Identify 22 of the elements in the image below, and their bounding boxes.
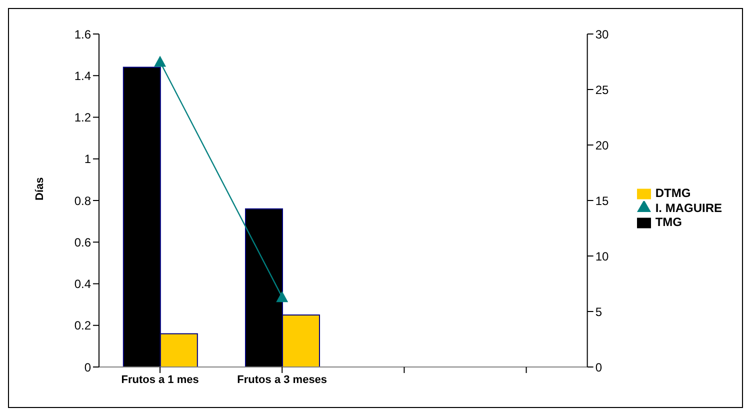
y2-tick-label: 10 — [595, 249, 609, 264]
y-tick-label: 1 — [84, 152, 92, 166]
y-tick-label: 1.4 — [74, 68, 92, 83]
y2-tick-label: 0 — [595, 360, 602, 374]
y2-tick-label: 30 — [595, 27, 609, 42]
y-tick-label: 0.2 — [74, 318, 92, 333]
y-tick-label: 1.2 — [74, 110, 92, 125]
x-tick-label: Frutos a 1 mes — [121, 374, 199, 386]
x-tick-label: Frutos a 3 meses — [237, 374, 328, 386]
y-axis-title: Días — [34, 177, 46, 200]
y-tick-label: 0 — [84, 360, 92, 374]
y-tick-label: 1.6 — [74, 27, 92, 42]
y2-tick-label: 15 — [595, 194, 609, 208]
y-tick-label: 0.4 — [74, 277, 92, 292]
legend-label: DTMG — [655, 186, 691, 200]
y2-tick-label: 5 — [595, 304, 602, 319]
legend-label: I. MAGUIRE — [655, 200, 722, 215]
legend-label: TMG — [655, 215, 682, 230]
y-tick-label: 0.8 — [74, 194, 92, 208]
y2-tick-label: 25 — [595, 82, 609, 97]
y-tick-label: 0.6 — [74, 235, 92, 250]
y2-tick-label: 20 — [595, 138, 609, 152]
